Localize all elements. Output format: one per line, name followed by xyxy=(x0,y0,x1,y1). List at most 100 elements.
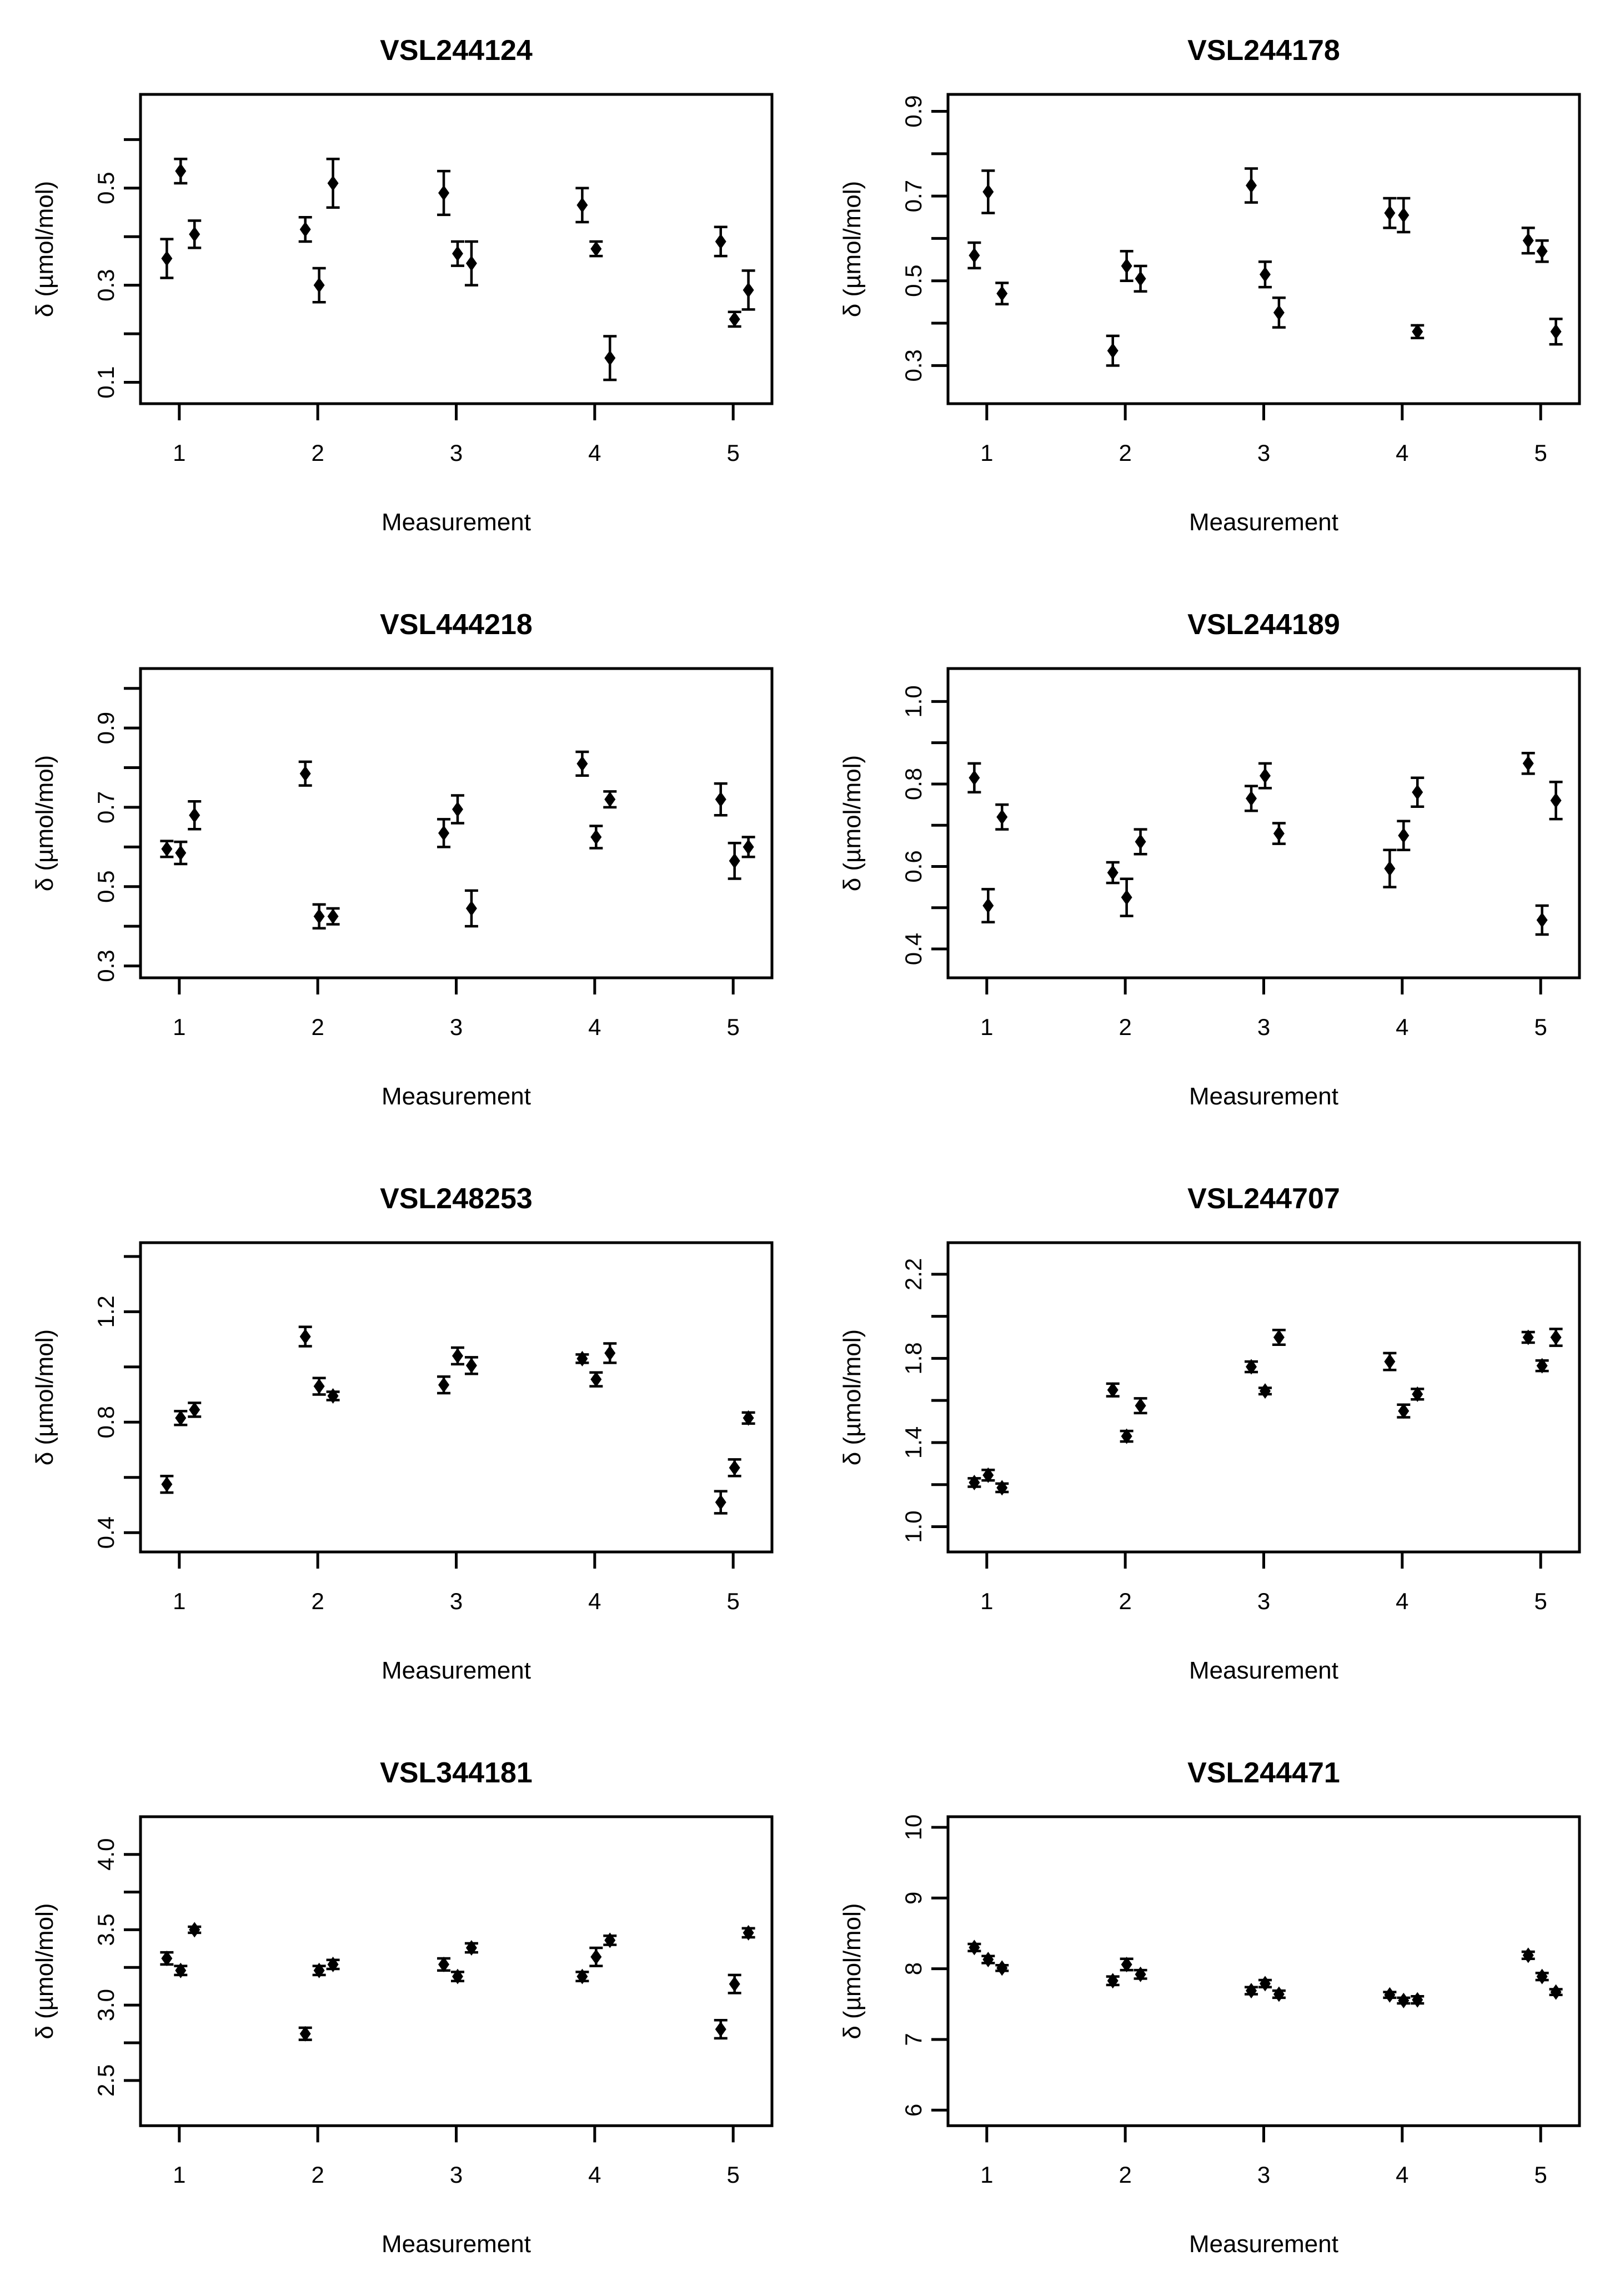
data-point xyxy=(604,791,616,807)
data-point xyxy=(590,1371,602,1388)
data-point xyxy=(1135,833,1146,850)
chart-cell-3: VSL244189 Measurement δ (µmol/mol) 0.4 0.6 0.… xyxy=(808,574,1615,1148)
x-tick-label: 3 xyxy=(1257,440,1270,466)
x-axis-label: Measurement xyxy=(382,509,531,536)
y-tick-label: 3.0 xyxy=(93,1989,119,2021)
data-point xyxy=(996,809,1008,825)
data-point xyxy=(743,282,754,298)
x-tick-label: 4 xyxy=(1396,1014,1408,1040)
chart-cell-6: VSL344181 Measurement δ (µmol/mol) 2.5 3.0 3.… xyxy=(0,1722,808,2296)
data-point xyxy=(982,1952,994,1968)
data-point xyxy=(452,1968,463,1984)
y-tick-label: 0.7 xyxy=(93,791,119,823)
x-tick-label: 2 xyxy=(1119,440,1131,466)
chart-VSL244707: VSL244707 Measurement δ (µmol/mol) 1.0 1.4 1.… xyxy=(839,1183,1581,1684)
data-point xyxy=(299,2026,311,2042)
data-point xyxy=(1246,1983,1257,1999)
y-tick-label: 0.8 xyxy=(900,768,926,800)
data-point xyxy=(189,807,200,823)
y-tick-label: 0.7 xyxy=(900,180,926,212)
x-tick-label: 5 xyxy=(1534,440,1547,466)
x-axis-label: Measurement xyxy=(382,1083,531,1110)
data-point xyxy=(1246,790,1257,806)
x-tick-label: 3 xyxy=(450,440,463,466)
data-point xyxy=(438,185,450,201)
data-point xyxy=(438,825,450,841)
data-point xyxy=(1522,233,1534,249)
data-point xyxy=(729,1460,740,1476)
x-tick-label: 5 xyxy=(727,2162,740,2188)
x-tick-label: 3 xyxy=(1257,1014,1270,1040)
x-tick-label: 5 xyxy=(1534,2162,1547,2188)
y-tick-label: 1.0 xyxy=(900,1510,926,1543)
y-tick-label: 3.5 xyxy=(93,1913,119,1946)
y-axis-label: δ (µmol/mol) xyxy=(31,181,58,317)
data-point xyxy=(1135,270,1146,287)
y-tick-label: 1.0 xyxy=(900,685,926,717)
data-point xyxy=(465,1358,477,1374)
data-point xyxy=(299,766,311,782)
x-tick-label: 4 xyxy=(1396,440,1408,466)
y-tick-label: 0.3 xyxy=(93,269,119,301)
data-point xyxy=(1121,1428,1132,1444)
data-point xyxy=(1107,343,1119,359)
data-point xyxy=(1273,304,1285,320)
data-point xyxy=(313,1378,325,1394)
chart-VSL244178: VSL244178 Measurement δ (µmol/mol) 0.3 0.5 0.… xyxy=(839,34,1581,536)
data-point xyxy=(1522,1947,1534,1963)
y-tick-label: 4.0 xyxy=(93,1838,119,1871)
y-tick-label: 0.4 xyxy=(900,933,926,965)
data-point xyxy=(327,1388,339,1404)
x-tick-label: 1 xyxy=(980,2162,993,2188)
data-point xyxy=(1259,1976,1271,1992)
data-point xyxy=(1384,861,1396,877)
chart-cell-0: VSL244124 Measurement δ (µmol/mol) 0.1 0.3 0.… xyxy=(0,0,808,574)
data-point xyxy=(1121,890,1132,906)
x-tick-label: 4 xyxy=(588,1588,601,1614)
x-tick-label: 5 xyxy=(1534,1014,1547,1040)
data-point xyxy=(1398,827,1410,843)
y-axis-label: δ (µmol/mol) xyxy=(31,1329,58,1465)
data-point xyxy=(996,1960,1008,1976)
data-point xyxy=(1536,912,1548,928)
data-point xyxy=(161,250,173,267)
data-point xyxy=(1273,826,1285,842)
data-point xyxy=(313,1962,325,1978)
y-tick-label: 0.8 xyxy=(93,1406,119,1438)
data-point xyxy=(175,163,187,179)
data-point xyxy=(452,245,463,262)
plot-box xyxy=(946,93,1581,405)
plot-box xyxy=(139,1241,774,1554)
data-point xyxy=(1536,1358,1548,1374)
data-point xyxy=(590,1949,602,1965)
data-point xyxy=(1412,1386,1423,1402)
data-point xyxy=(715,791,726,807)
plot-box xyxy=(946,667,1581,979)
data-point xyxy=(452,1348,463,1364)
data-point xyxy=(175,845,187,861)
data-point xyxy=(1259,1383,1271,1399)
chart-VSL244124: VSL244124 Measurement δ (µmol/mol) 0.1 0.3 0.… xyxy=(31,34,774,536)
data-point xyxy=(1135,1398,1146,1414)
data-point xyxy=(1107,1382,1119,1398)
chart-title: VSL244189 xyxy=(1187,609,1340,641)
data-point xyxy=(576,1968,588,1984)
chart-title: VSL244471 xyxy=(1187,1757,1340,1789)
x-tick-label: 3 xyxy=(450,1014,463,1040)
chart-title: VSL244707 xyxy=(1187,1183,1340,1215)
data-point xyxy=(299,222,311,238)
data-point xyxy=(1398,1403,1410,1419)
y-tick-label: 0.5 xyxy=(93,871,119,903)
x-tick-label: 2 xyxy=(311,2162,324,2188)
data-point xyxy=(996,1480,1008,1496)
x-tick-label: 5 xyxy=(727,440,740,466)
x-axis-label: Measurement xyxy=(1189,509,1338,536)
x-axis-label: Measurement xyxy=(1189,2230,1338,2258)
x-tick-label: 4 xyxy=(1396,1588,1408,1614)
data-point xyxy=(1412,784,1423,800)
x-tick-label: 1 xyxy=(980,1588,993,1614)
y-tick-label: 10 xyxy=(900,1815,926,1841)
data-point xyxy=(1522,1329,1534,1345)
data-point xyxy=(743,1925,754,1941)
data-point xyxy=(576,1350,588,1366)
